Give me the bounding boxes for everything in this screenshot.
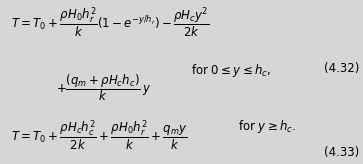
Text: (4.32): (4.32) — [324, 62, 359, 75]
Text: (4.33): (4.33) — [324, 146, 359, 159]
Text: $T = T_0 + \dfrac{\rho H_0 h_r^2}{k}\left(1 - e^{-y/h_r}\right) - \dfrac{\rho H_: $T = T_0 + \dfrac{\rho H_0 h_r^2}{k}\lef… — [11, 5, 209, 39]
Text: $+ \dfrac{(q_m + \rho H_c h_c)}{k}\,y$: $+ \dfrac{(q_m + \rho H_c h_c)}{k}\,y$ — [56, 72, 151, 103]
Text: $T = T_0 + \dfrac{\rho H_c h_c^2}{2k} + \dfrac{\rho H_0 h_r^2}{k} + \dfrac{q_m y: $T = T_0 + \dfrac{\rho H_c h_c^2}{2k} + … — [11, 118, 187, 152]
Text: for $y \geq h_c$.: for $y \geq h_c$. — [238, 118, 296, 135]
Text: for $0 \leq y \leq h_c$,: for $0 \leq y \leq h_c$, — [191, 62, 271, 79]
